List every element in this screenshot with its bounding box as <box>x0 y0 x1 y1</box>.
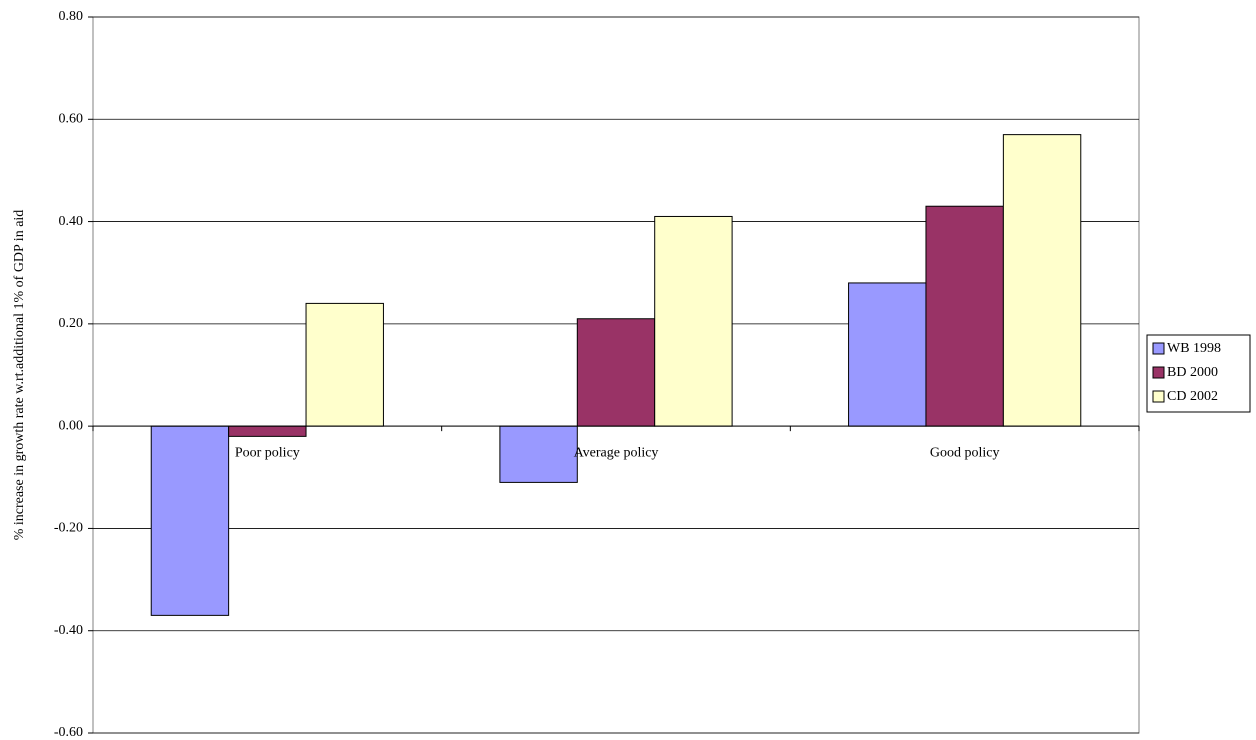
bar <box>150 425 230 616</box>
x-tick-label: Good policy <box>930 445 1000 460</box>
y-tick-label: -0.40 <box>54 623 83 638</box>
y-tick-label: 0.80 <box>59 9 84 24</box>
bar <box>228 425 307 437</box>
y-axis-label: % increase in growth rate w.rt.additiona… <box>12 210 27 541</box>
bar <box>654 215 733 427</box>
y-tick-label: 0.60 <box>59 112 84 127</box>
x-tick-label: Poor policy <box>235 445 300 460</box>
bar <box>1002 134 1082 427</box>
bar <box>848 282 927 427</box>
legend-label: BD 2000 <box>1167 365 1218 380</box>
legend-swatch <box>1152 390 1165 403</box>
x-tick-label: Average policy <box>574 445 659 460</box>
legend-swatch <box>1152 342 1165 355</box>
legend-swatch <box>1152 366 1165 379</box>
y-tick-label: -0.20 <box>54 521 83 536</box>
bar <box>576 318 656 427</box>
bar <box>305 302 384 427</box>
bar <box>499 425 578 483</box>
y-tick-label: 0.20 <box>59 316 84 331</box>
bar <box>925 205 1004 427</box>
y-tick-label: -0.60 <box>54 725 83 740</box>
y-tick-label: 0.00 <box>59 418 84 433</box>
legend-label: CD 2002 <box>1167 389 1218 404</box>
legend-label: WB 1998 <box>1167 341 1221 356</box>
y-tick-label: 0.40 <box>59 214 84 229</box>
